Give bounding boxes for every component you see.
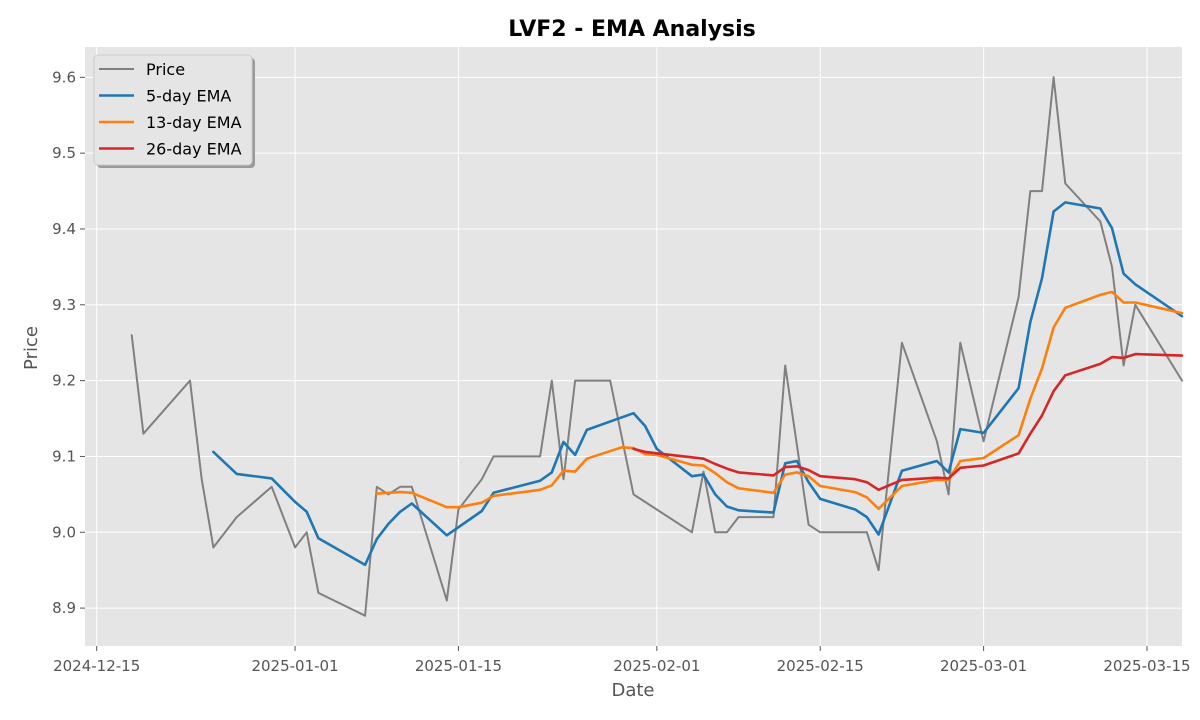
y-tick-label: 9.1 [52, 447, 76, 465]
legend: Price 5-day EMA 13-day EMA 26-day EMA [93, 54, 255, 168]
legend-label-price: Price [146, 60, 185, 79]
y-tick-label: 9.6 [52, 68, 76, 86]
y-tick-label: 9.0 [52, 523, 76, 541]
series-line-5-day-ema [212, 201, 1184, 567]
y-tick-label: 9.2 [52, 372, 76, 390]
axis-ticks: 8.9 9.0 9.1 9.2 9.3 9.4 9.5 9.6 2024-12-15 2025-0… [52, 68, 1190, 675]
x-tick-label: 2025-01-15 [415, 657, 502, 675]
x-axis-label: Date [611, 680, 654, 701]
legend-label-13-day-ema: 13-day EMA [146, 113, 242, 132]
series-line-26-day-ema [632, 352, 1184, 492]
legend-label-26-day-ema: 26-day EMA [146, 140, 242, 159]
y-tick-label: 9.5 [52, 144, 76, 162]
x-tick-label: 2025-01-01 [251, 657, 338, 675]
y-tick-label: 9.4 [52, 220, 76, 238]
x-tick-label: 2025-03-01 [940, 657, 1027, 675]
series-line-13-day-ema [375, 290, 1184, 511]
series-line-price [130, 76, 1183, 617]
x-tick-label: 2025-02-01 [613, 657, 700, 675]
x-tick-label: 2025-02-15 [777, 657, 864, 675]
chart-title: LVF2 - EMA Analysis [508, 17, 756, 42]
x-tick-label: 2025-03-15 [1103, 657, 1190, 675]
series-lines [130, 76, 1184, 617]
y-tick-label: 8.9 [52, 599, 76, 617]
y-axis-label: Price [21, 326, 42, 370]
legend-label-5-day-ema: 5-day EMA [146, 87, 231, 106]
y-tick-label: 9.3 [52, 296, 76, 314]
x-tick-label: 2024-12-15 [53, 657, 140, 675]
legend-box [93, 54, 253, 166]
plot-area [85, 47, 1182, 646]
